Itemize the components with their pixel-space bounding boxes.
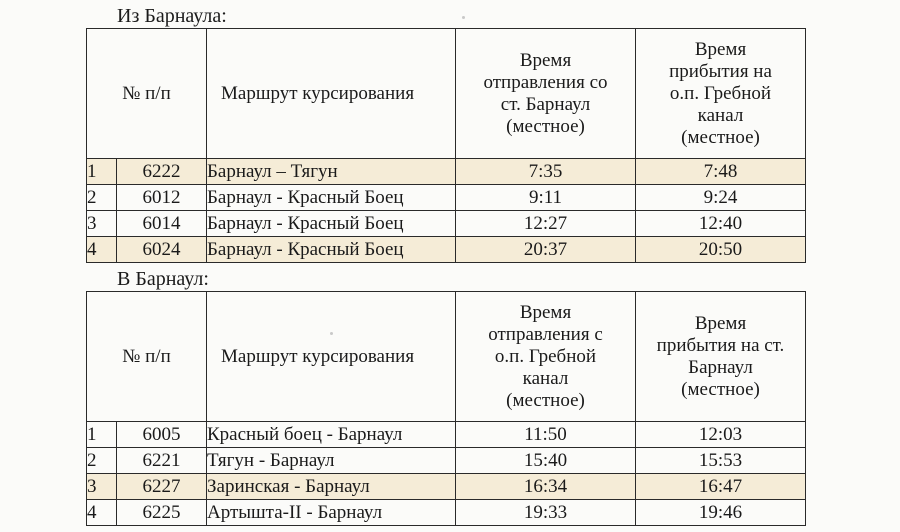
- header-arrival: Время прибытия на о.п. Гребной канал (ме…: [635, 28, 806, 159]
- header-arrival-line: Время: [694, 312, 747, 334]
- header-arrival-line: Барнаул: [688, 356, 753, 378]
- section-title-from-barnaul: Из Барнаула:: [117, 5, 227, 27]
- train-number: 6225: [116, 499, 207, 526]
- departure-time: 16:34: [455, 473, 636, 500]
- arrival-time: 9:24: [635, 184, 806, 211]
- header-num: № п/п: [86, 291, 207, 422]
- train-number: 6014: [116, 210, 207, 237]
- header-departure-line: Время: [519, 301, 572, 323]
- header-departure-line: ст. Барнаул: [500, 93, 591, 115]
- train-number: 6024: [116, 236, 207, 263]
- route-name: Барнаул - Красный Боец: [206, 236, 456, 263]
- table-row: 3 6227 Заринская - Барнаул 16:34 16:47: [86, 473, 806, 500]
- arrival-time: 12:40: [635, 210, 806, 237]
- header-departure: Время отправления с о.п. Гребной канал (…: [455, 291, 636, 422]
- row-number: 3: [86, 210, 117, 237]
- arrival-time: 19:46: [635, 499, 806, 526]
- departure-time: 19:33: [455, 499, 636, 526]
- route-name: Барнаул – Тягун: [206, 158, 456, 185]
- table-row: 4 6024 Барнаул - Красный Боец 20:37 20:5…: [86, 236, 806, 263]
- table-row: 1 6222 Барнаул – Тягун 7:35 7:48: [86, 158, 806, 185]
- arrival-time: 16:47: [635, 473, 806, 500]
- departure-time: 12:27: [455, 210, 636, 237]
- departure-time: 11:50: [455, 421, 636, 448]
- table-row: 3 6014 Барнаул - Красный Боец 12:27 12:4…: [86, 210, 806, 237]
- header-departure: Время отправления со ст. Барнаул (местно…: [455, 28, 636, 159]
- route-name: Барнаул - Красный Боец: [206, 210, 456, 237]
- header-arrival-line: прибытия на: [669, 60, 772, 82]
- route-name: Артышта-II - Барнаул: [206, 499, 456, 526]
- train-number: 6227: [116, 473, 207, 500]
- route-name: Заринская - Барнаул: [206, 473, 456, 500]
- row-number: 2: [86, 447, 117, 474]
- header-arrival-line: (местное): [681, 378, 760, 400]
- train-number: 6005: [116, 421, 207, 448]
- row-number: 1: [86, 421, 117, 448]
- row-number: 2: [86, 184, 117, 211]
- header-arrival-line: канал: [697, 104, 744, 126]
- row-number: 4: [86, 236, 117, 263]
- arrival-time: 20:50: [635, 236, 806, 263]
- arrival-time: 12:03: [635, 421, 806, 448]
- table-header-row: № п/п Маршрут курсирования Время отправл…: [86, 291, 806, 422]
- header-arrival: Время прибытия на ст. Барнаул (местное): [635, 291, 806, 422]
- header-departure-line: Время: [519, 49, 572, 71]
- header-departure-line: (местное): [506, 389, 585, 411]
- table-row: 2 6012 Барнаул - Красный Боец 9:11 9:24: [86, 184, 806, 211]
- departure-time: 20:37: [455, 236, 636, 263]
- header-departure-line: (местное): [506, 115, 585, 137]
- header-route: Маршрут курсирования: [206, 291, 456, 422]
- header-departure-line: канал: [522, 367, 569, 389]
- header-num: № п/п: [86, 28, 207, 159]
- header-arrival-line: о.п. Гребной: [669, 82, 772, 104]
- train-number: 6222: [116, 158, 207, 185]
- route-name: Тягун - Барнаул: [206, 447, 456, 474]
- header-arrival-line: (местное): [681, 126, 760, 148]
- header-departure-line: отправления со: [483, 71, 608, 93]
- route-name: Барнаул - Красный Боец: [206, 184, 456, 211]
- timetable-from-barnaul: № п/п Маршрут курсирования Время отправл…: [86, 28, 806, 263]
- header-departure-line: о.п. Гребной: [494, 345, 597, 367]
- header-arrival-line: прибытия на ст.: [656, 334, 785, 356]
- arrival-time: 15:53: [635, 447, 806, 474]
- scan-speck: [462, 16, 465, 19]
- header-departure-line: отправления с: [488, 323, 603, 345]
- scan-speck: [330, 332, 333, 335]
- departure-time: 15:40: [455, 447, 636, 474]
- train-number: 6012: [116, 184, 207, 211]
- table-row: 1 6005 Красный боец - Барнаул 11:50 12:0…: [86, 421, 806, 448]
- departure-time: 7:35: [455, 158, 636, 185]
- route-name: Красный боец - Барнаул: [206, 421, 456, 448]
- train-number: 6221: [116, 447, 207, 474]
- table-row: 2 6221 Тягун - Барнаул 15:40 15:53: [86, 447, 806, 474]
- table-header-row: № п/п Маршрут курсирования Время отправл…: [86, 28, 806, 159]
- row-number: 4: [86, 499, 117, 526]
- row-number: 1: [86, 158, 117, 185]
- header-arrival-line: Время: [694, 38, 747, 60]
- departure-time: 9:11: [455, 184, 636, 211]
- section-title-to-barnaul: В Барнаул:: [117, 268, 209, 290]
- table-row: 4 6225 Артышта-II - Барнаул 19:33 19:46: [86, 499, 806, 526]
- header-route: Маршрут курсирования: [206, 28, 456, 159]
- row-number: 3: [86, 473, 117, 500]
- timetable-to-barnaul: № п/п Маршрут курсирования Время отправл…: [86, 291, 806, 526]
- arrival-time: 7:48: [635, 158, 806, 185]
